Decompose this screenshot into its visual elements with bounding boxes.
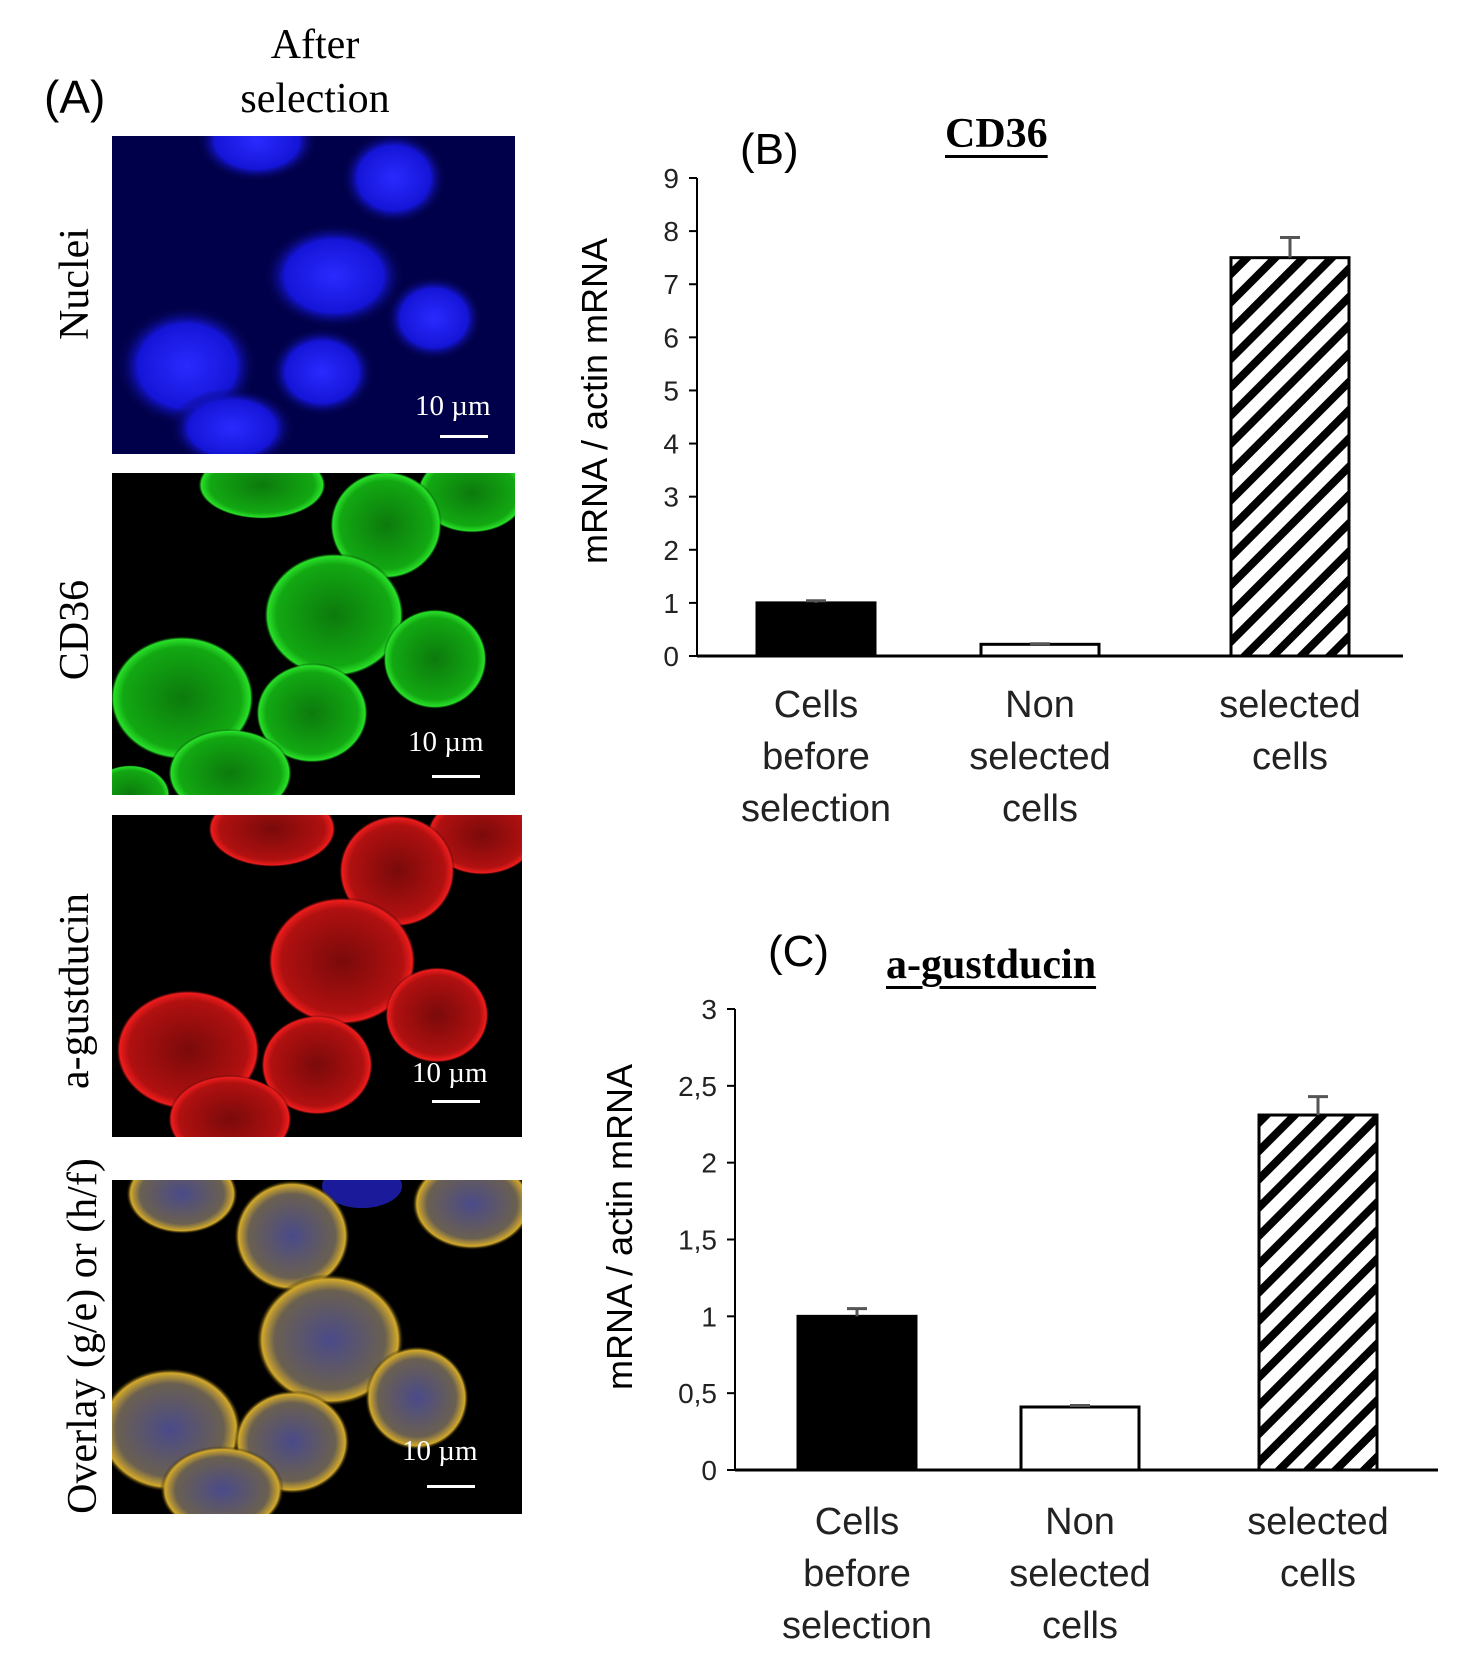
bar (796, 1314, 918, 1472)
chart-title-cd36: CD36 (945, 111, 1048, 157)
scale-bar-label: 10 µm (415, 390, 491, 422)
scale-bar (432, 775, 480, 778)
bar (1257, 1113, 1379, 1472)
y-tick-label: 6 (663, 322, 679, 353)
scale-bar-label: 10 µm (408, 726, 484, 758)
category-label: Cells before selection (782, 1501, 932, 1647)
scale-bar (432, 1100, 480, 1103)
micrograph-a-gustducin: 10 µm (112, 815, 522, 1137)
y-tick-label: 2,5 (678, 1071, 717, 1102)
chart-title-a-gustducin: a-gustducin (886, 942, 1097, 988)
y-tick-label: 7 (663, 269, 679, 300)
bar (1229, 256, 1351, 658)
y-tick-label: 1 (663, 588, 679, 619)
scale-bar-label: 10 µm (402, 1435, 478, 1467)
y-tick-label: 1 (701, 1301, 717, 1332)
y-tick-label: 2 (663, 535, 679, 566)
micrograph-overlay: 10 µm (112, 1180, 522, 1514)
scale-bar (427, 1485, 475, 1488)
bar (755, 601, 877, 658)
y-tick-label: 3 (663, 482, 679, 513)
scale-bar-label: 10 µm (412, 1057, 488, 1089)
y-tick-label: 0 (701, 1455, 717, 1486)
panel-b-label: (B) (740, 125, 799, 174)
y-tick-label: 3 (701, 994, 717, 1025)
category-label: Non selected cells (1009, 1501, 1151, 1647)
y-tick-label: 0 (663, 641, 679, 672)
y-tick-label: 1,5 (678, 1225, 717, 1256)
y-tick-label: 8 (663, 216, 679, 247)
bar (1019, 1405, 1141, 1472)
category-label: selected cells (1219, 684, 1361, 778)
y-tick-label: 9 (663, 163, 679, 194)
panel-c-label: (C) (768, 927, 830, 976)
y-tick-label: 0,5 (678, 1378, 717, 1409)
panel-a-label: (A) (44, 71, 106, 123)
category-label: selected cells (1247, 1501, 1389, 1595)
micrograph-cd36: 10 µm (112, 473, 515, 795)
micrograph-nuclei: 10 µm (112, 136, 515, 454)
y-tick-label: 5 (663, 375, 679, 406)
category-label: Non selected cells (969, 684, 1111, 830)
column-header-text: After selection (240, 22, 390, 122)
scale-bar (440, 435, 488, 438)
y-tick-label: 2 (701, 1148, 717, 1179)
category-label: Cells before selection (741, 684, 891, 830)
y-tick-label: 4 (663, 429, 679, 460)
chart-cd36: 0 1 2 3 4 5 6 7 8 9 (663, 163, 1403, 672)
column-header: After selection (200, 18, 430, 126)
